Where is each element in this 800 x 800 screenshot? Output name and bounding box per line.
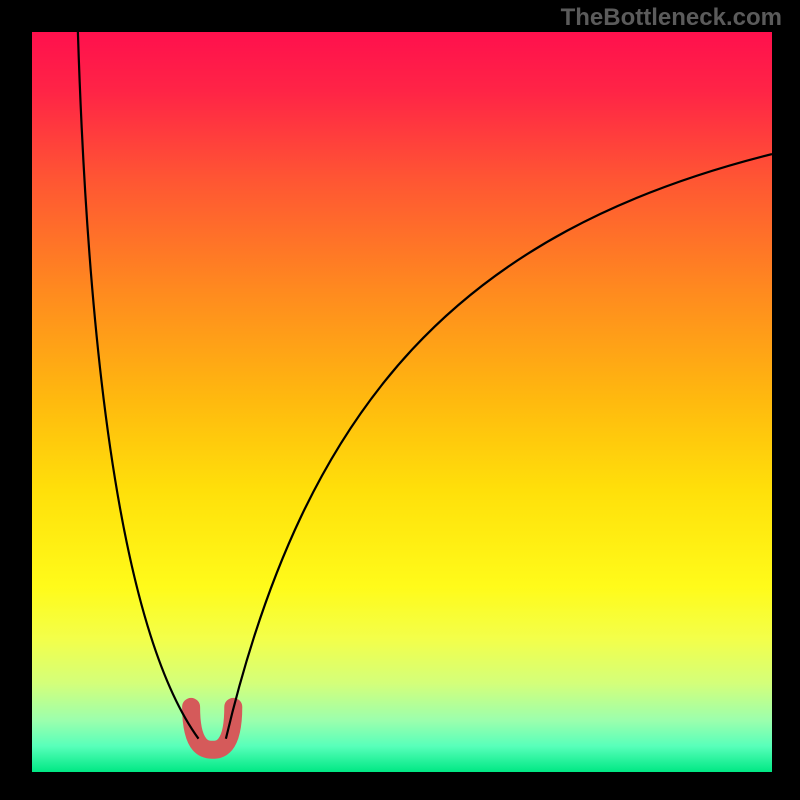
gradient-background xyxy=(32,32,772,772)
plot-svg xyxy=(32,32,772,772)
watermark-text: TheBottleneck.com xyxy=(561,4,782,32)
plot-area xyxy=(32,32,772,772)
